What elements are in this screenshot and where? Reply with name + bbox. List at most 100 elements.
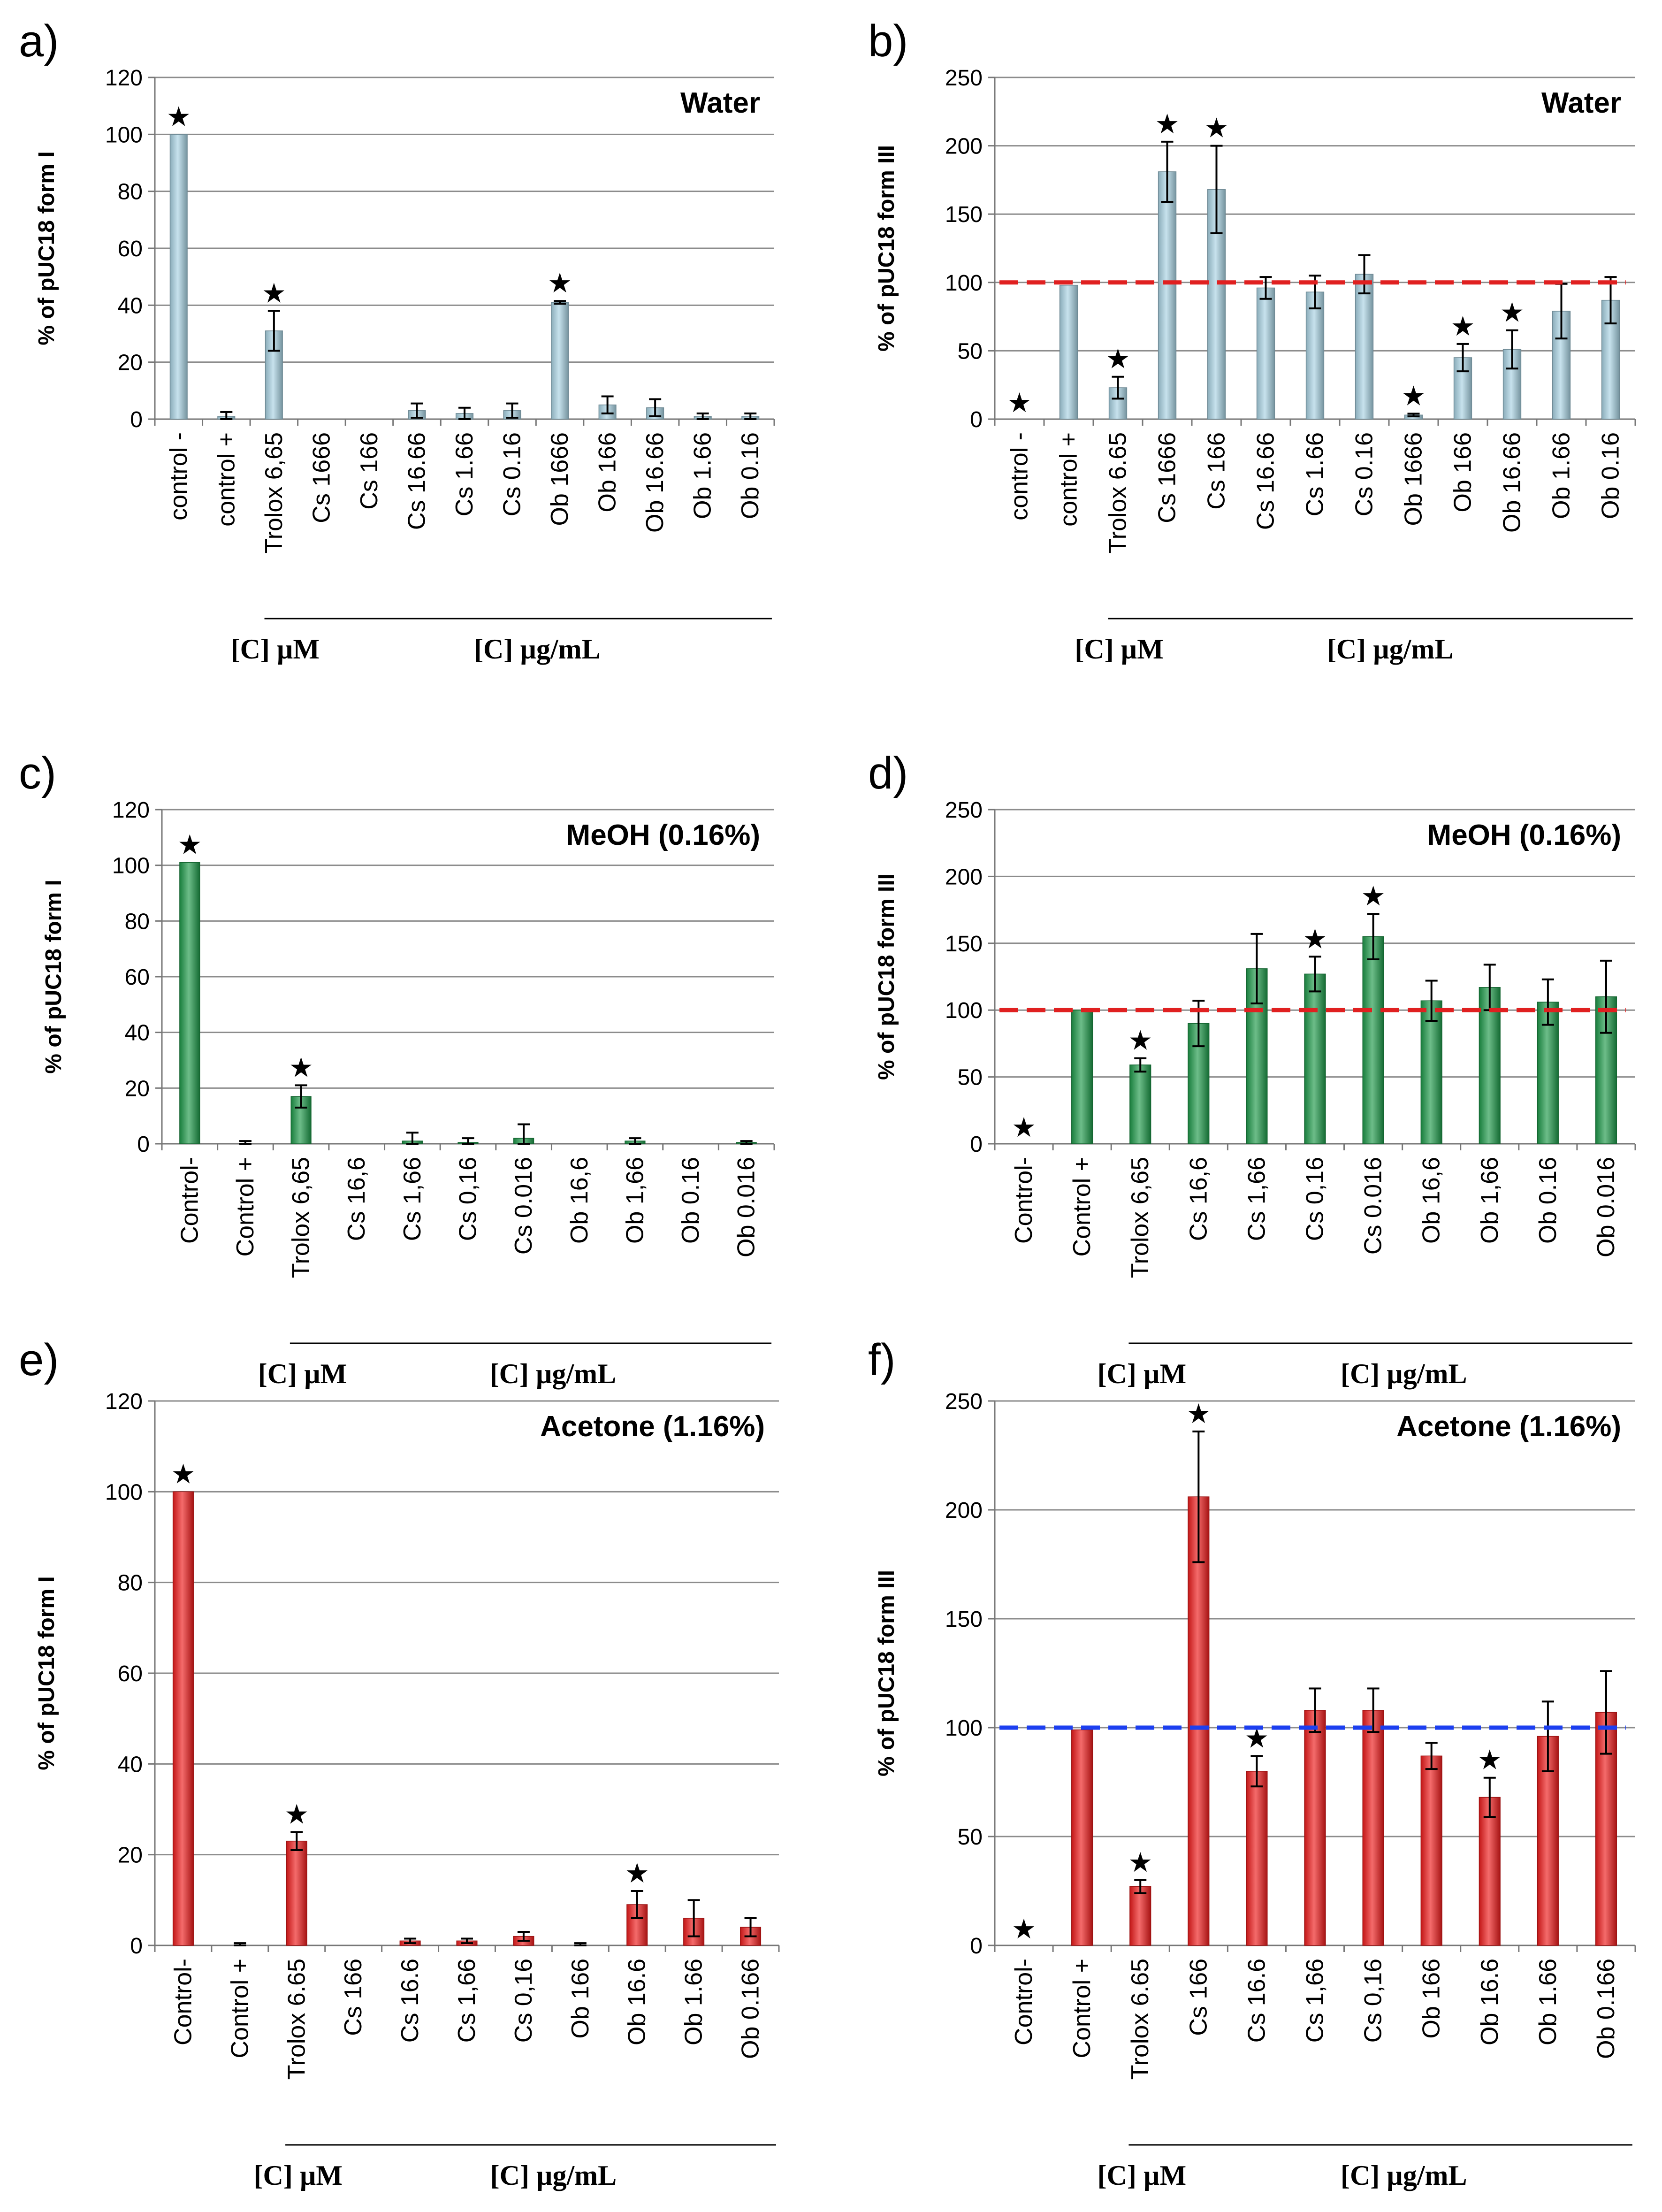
category-label: Cs 1,66 — [399, 1157, 426, 1241]
category-label: Ob 0.016 — [733, 1157, 760, 1257]
group-label: [C] µg/mL — [1341, 2160, 1467, 2191]
significance-star: ★ — [548, 267, 572, 299]
bar — [1420, 1000, 1442, 1144]
y-tick-label: 200 — [945, 865, 983, 889]
significance-star: ★ — [289, 1051, 313, 1083]
y-tick-label: 20 — [118, 1843, 143, 1868]
category-label: Trolox 6.65 — [1105, 432, 1132, 553]
y-axis-title: % of pUC18 form III — [874, 873, 899, 1080]
significance-star: ★ — [1451, 310, 1475, 342]
category-label: Ob 1.66 — [689, 432, 717, 519]
category-label: Ob 0.16 — [677, 1157, 704, 1244]
y-tick-label: 120 — [105, 66, 143, 91]
chart-title: Water — [1541, 87, 1621, 119]
significance-star: ★ — [1361, 880, 1386, 912]
category-label: Ob 166 — [1449, 432, 1477, 513]
category-label: Ob 1.66 — [1548, 432, 1575, 519]
y-tick-label: 50 — [958, 1825, 983, 1850]
category-label: Ob 1,66 — [1476, 1157, 1503, 1244]
bar — [1129, 1064, 1151, 1144]
category-label: Cs 166 — [1203, 432, 1230, 510]
y-axis-title: % of pUC18 form III — [874, 1570, 899, 1776]
panel-label: c) — [19, 748, 56, 798]
significance-star: ★ — [625, 1857, 649, 1889]
category-label: Cs 0,16 — [510, 1959, 537, 2043]
category-label: Cs 1,66 — [453, 1959, 480, 2043]
category-label: Cs 0.016 — [510, 1157, 537, 1255]
y-tick-label: 120 — [105, 1389, 143, 1414]
category-label: Ob 0.016 — [1593, 1157, 1620, 1257]
category-label: Cs 1.66 — [1302, 432, 1329, 516]
category-label: Cs 1666 — [1154, 432, 1181, 523]
category-label: Control + — [1068, 1157, 1096, 1256]
y-tick-label: 0 — [970, 1132, 983, 1157]
category-label: Ob 0.16 — [1534, 1157, 1562, 1244]
category-label: Control- — [169, 1959, 197, 2045]
bar — [1071, 1729, 1093, 1946]
significance-star: ★ — [1186, 1398, 1211, 1430]
bar — [1071, 1010, 1093, 1144]
category-label: Cs 0.016 — [1360, 1157, 1387, 1255]
bar — [551, 302, 569, 420]
y-tick-label: 60 — [118, 237, 143, 261]
category-label: Ob 1.66 — [680, 1959, 708, 2045]
category-label: Cs 166 — [1185, 1959, 1212, 2036]
significance-star: ★ — [167, 100, 191, 132]
category-label: Ob 0.166 — [737, 1959, 764, 2059]
group-label: [C] µg/mL — [474, 634, 601, 665]
y-tick-label: 80 — [125, 909, 150, 934]
category-label: Ob 0.16 — [1597, 432, 1624, 519]
y-tick-label: 60 — [118, 1661, 143, 1686]
category-label: Cs 16.66 — [1252, 432, 1280, 530]
category-label: Ob 16.6 — [1476, 1959, 1503, 2045]
category-label: Ob 16.66 — [1499, 432, 1526, 533]
category-label: Trolox 6,65 — [1127, 1157, 1154, 1278]
group-label: [C] µM — [231, 634, 320, 665]
significance-star: ★ — [1205, 112, 1229, 144]
category-label: Ob 0.16 — [737, 432, 764, 519]
bar — [1304, 973, 1326, 1144]
category-label: Cs 0,16 — [455, 1157, 482, 1241]
category-label: Cs 0.16 — [1351, 432, 1378, 516]
bar — [1479, 987, 1501, 1144]
chart-title: Acetone (1.16%) — [540, 1410, 765, 1443]
category-label: Cs 16.6 — [1243, 1959, 1270, 2043]
category-label: control - — [165, 432, 192, 520]
y-tick-label: 40 — [118, 293, 143, 318]
category-label: Cs 166 — [356, 432, 383, 510]
category-label: Control- — [1010, 1959, 1037, 2045]
panel-label: e) — [19, 1335, 59, 1385]
category-label: Control + — [232, 1157, 259, 1256]
bar — [286, 1840, 307, 1946]
bar — [1362, 1710, 1384, 1946]
category-label: Cs 1,66 — [1243, 1157, 1270, 1241]
bar — [1246, 1771, 1268, 1946]
category-label: Ob 166 — [594, 432, 621, 513]
bar — [1158, 171, 1177, 420]
significance-star: ★ — [1500, 297, 1525, 329]
category-label: control + — [1055, 432, 1083, 527]
chart-panel-3: c) 0 20 40 60 80 100 120 % of pUC18 form I MeOH (… — [19, 748, 775, 1389]
category-label: Cs 16,6 — [343, 1157, 370, 1241]
y-tick-label: 0 — [130, 407, 143, 432]
category-label: Trolox 6.65 — [1127, 1959, 1154, 2080]
y-tick-label: 40 — [125, 1021, 150, 1046]
y-axis-title: % of pUC18 form III — [874, 145, 899, 352]
y-tick-label: 50 — [958, 1065, 983, 1090]
significance-star: ★ — [1007, 387, 1032, 419]
bar — [1355, 274, 1374, 420]
chart-title: Water — [680, 87, 760, 119]
y-tick-label: 100 — [112, 854, 150, 879]
significance-star: ★ — [171, 1458, 195, 1490]
significance-star: ★ — [1012, 1913, 1036, 1945]
bar — [179, 862, 200, 1144]
chart-panel-4: d) 0 50 100 150 200 250 % of pUC18 form III MeOH… — [868, 748, 1636, 1389]
significance-star: ★ — [284, 1798, 309, 1830]
significance-star: ★ — [262, 277, 286, 309]
category-label: Cs 1.66 — [451, 432, 478, 516]
bar — [1479, 1797, 1501, 1946]
bar — [169, 134, 188, 420]
significance-star: ★ — [1128, 1025, 1152, 1056]
panel-label: f) — [868, 1335, 896, 1385]
panel-label: d) — [868, 748, 908, 798]
